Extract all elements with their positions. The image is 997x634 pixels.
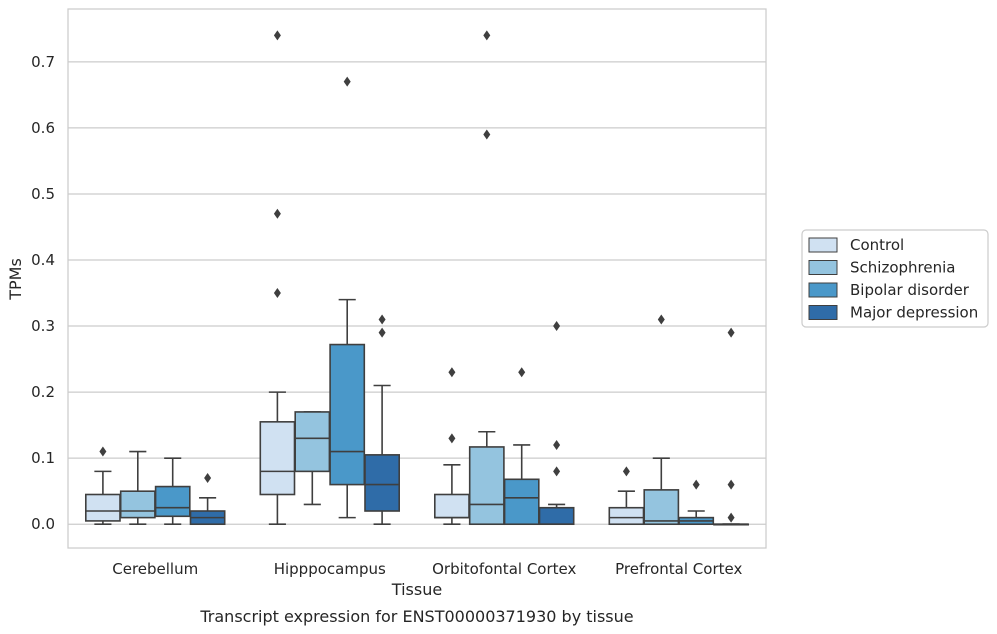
box-iqr (119, 490, 156, 519)
x-axis-label: Tissue (391, 580, 442, 599)
box-plot-box (154, 457, 191, 526)
outlier-point (273, 30, 281, 41)
legend-label: Schizophrenia (850, 259, 955, 277)
box-iqr (329, 343, 366, 486)
x-tick-label: Cerebellum (112, 560, 198, 578)
outlier-point (204, 472, 212, 483)
outlier-point (343, 76, 351, 87)
y-tick-label: 0.2 (31, 383, 55, 401)
y-tick-label: 0.7 (31, 53, 55, 71)
grid-lines (68, 61, 766, 525)
box-plot-box (433, 367, 470, 526)
box-plot-box (608, 466, 645, 526)
y-tick-label: 0.5 (31, 185, 55, 203)
box-iqr (468, 446, 505, 526)
box-plot-box (538, 321, 575, 526)
outlier-point (273, 208, 281, 219)
chart-caption: Transcript expression for ENST0000037193… (199, 607, 633, 626)
outlier-point (378, 327, 386, 338)
box-iqr (259, 421, 296, 496)
plot-area-frame (67, 8, 767, 549)
box-iqr (433, 493, 470, 519)
legend-label: Major depression (850, 304, 978, 322)
outlier-point (553, 439, 561, 450)
outlier-point (483, 30, 491, 41)
legend-swatch (808, 282, 838, 298)
y-axis-label: TPMs (6, 258, 25, 301)
y-tick-label: 0.6 (31, 119, 55, 137)
box-plot-box (84, 446, 121, 526)
box-iqr (364, 454, 401, 512)
outlier-point (553, 321, 561, 332)
box-plot-box (189, 472, 226, 526)
box-plot-box (643, 314, 680, 526)
outlier-point (378, 314, 386, 325)
legend-label: Control (850, 236, 904, 254)
box-iqr (608, 506, 645, 526)
y-tick-label: 0.1 (31, 449, 55, 467)
outlier-point (727, 327, 735, 338)
x-tick-label: Hipppocampus (274, 560, 386, 578)
box-plot-box (678, 479, 715, 526)
box-plot-box (259, 30, 296, 526)
box-iqr (154, 485, 191, 518)
box-plot-box (468, 30, 505, 526)
y-tick-label: 0.4 (31, 251, 55, 269)
legend-frame (801, 229, 989, 328)
outlier-point (518, 367, 526, 378)
outlier-point (273, 288, 281, 299)
box-iqr (538, 506, 575, 526)
legend-swatch (808, 260, 838, 275)
legend-swatch (808, 237, 838, 253)
box-iqr (84, 493, 121, 522)
x-tick-label: Prefrontal Cortex (615, 560, 742, 578)
outlier-point (692, 479, 700, 490)
outlier-point (727, 512, 735, 523)
outlier-point (483, 129, 491, 140)
box-plot-box (364, 314, 401, 526)
y-tick-label: 0.0 (31, 515, 55, 533)
legend-label: Bipolar disorder (850, 281, 970, 299)
box-plot-box (329, 76, 366, 519)
outlier-point (448, 433, 456, 444)
legend: Control Schizophrenia Bipolar disorder Majo… (801, 229, 989, 328)
outlier-point (657, 314, 665, 325)
x-tick-label: Orbitofontal Cortex (432, 560, 576, 578)
box-iqr (503, 478, 540, 526)
box-plot-box (294, 411, 331, 506)
box-iqr (643, 489, 680, 526)
tick-labels: 0.0 0.1 0.2 0.3 0.4 0.5 0.6 0.7 Cerebellum Hipppo… (31, 53, 742, 578)
y-tick-label: 0.3 (31, 317, 55, 335)
box-iqr (294, 411, 331, 473)
outlier-point (99, 446, 107, 457)
legend-swatch (808, 305, 838, 320)
box-plot-series (84, 30, 750, 526)
box-plot-box (119, 450, 156, 526)
outlier-point (727, 479, 735, 490)
box-plot-box (713, 327, 750, 526)
outlier-point (553, 466, 561, 477)
outlier-point (622, 466, 630, 477)
outlier-point (448, 367, 456, 378)
box-plot-box (503, 367, 540, 526)
